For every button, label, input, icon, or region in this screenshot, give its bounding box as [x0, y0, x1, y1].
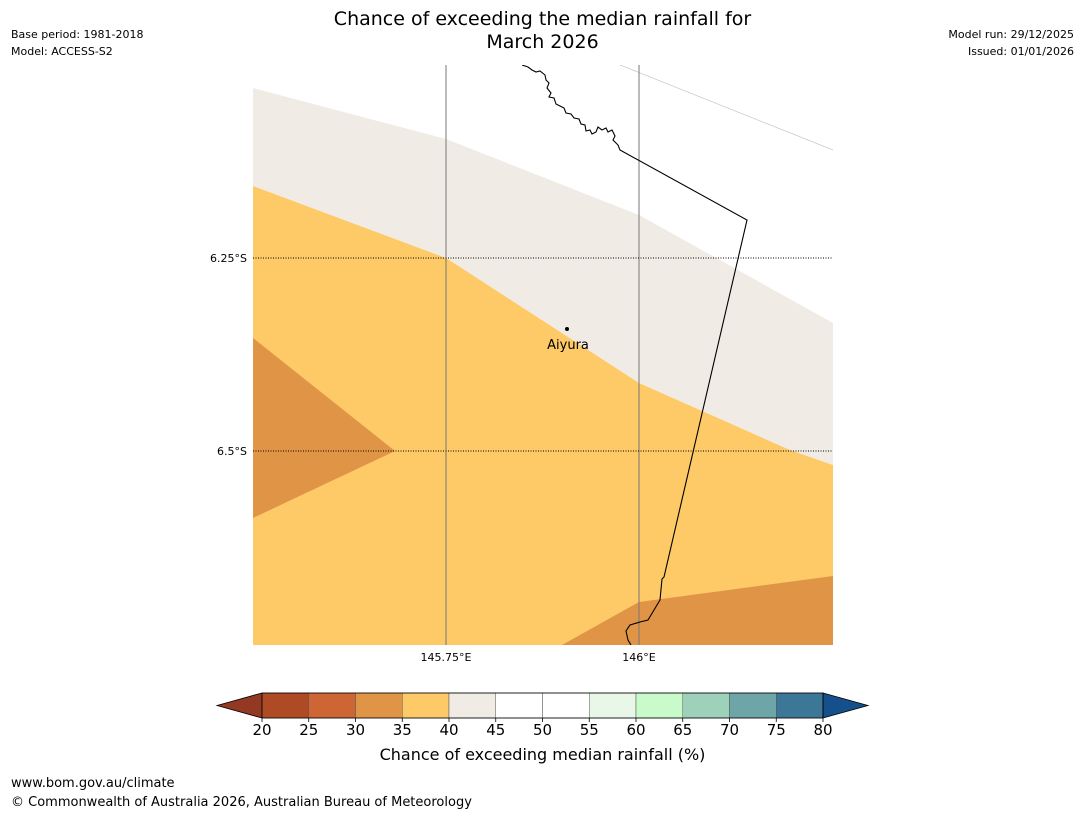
map-panel: Aiyura [253, 65, 833, 645]
colorbar-swatch [682, 692, 730, 719]
region-35-40 [253, 186, 833, 645]
region-30-35-southeast [562, 576, 833, 645]
map-title: Chance of exceeding the median rainfall … [0, 8, 1085, 54]
colorbar-swatch [542, 692, 590, 719]
meta-left: Base period: 1981-2018 Model: ACCESS-S2 [11, 26, 143, 60]
lon-label-146: 146°E [622, 651, 655, 664]
colorbar-swatch [308, 692, 356, 719]
colorbar-tick-label: 50 [533, 721, 552, 739]
footer: www.bom.gov.au/climate © Commonwealth of… [11, 774, 472, 812]
colorbar-tick-label: 35 [393, 721, 412, 739]
colorbar-tick-label: 20 [252, 721, 271, 739]
colorbar-tick-label: 40 [439, 721, 458, 739]
colorbar-tick-label: 30 [346, 721, 365, 739]
colorbar-swatch [402, 692, 450, 719]
colorbar-tick-label: 75 [767, 721, 786, 739]
colorbar-swatch [635, 692, 683, 719]
colorbar-swatch [776, 692, 824, 719]
lat-label-6-5: 6.5°S [217, 445, 247, 458]
colorbar-swatch [495, 692, 543, 719]
lat-label-6-25: 6.25°S [210, 252, 247, 265]
colorbar: 20 25 30 35 40 45 50 55 60 65 70 75 80 [215, 692, 870, 739]
colorbar-swatch [589, 692, 637, 719]
colorbar-tick-label: 25 [299, 721, 318, 739]
colorbar-label: Chance of exceeding median rainfall (%) [379, 745, 706, 764]
model-run: Model run: 29/12/2025 [948, 28, 1074, 41]
place-marker [565, 327, 569, 331]
colorbar-tick-label: 45 [486, 721, 505, 739]
colorbar-under-arrow [215, 692, 263, 719]
lon-label-145-75: 145.75°E [421, 651, 472, 664]
colorbar-group: 20 25 30 35 40 45 50 55 60 65 70 75 80 [215, 692, 870, 739]
border-line [521, 65, 748, 645]
forecast-map: Aiyura 6.25°S 6.5°S 145.75°E 146°E [210, 65, 833, 664]
colorbar-swatch [261, 692, 309, 719]
model-name: Model: ACCESS-S2 [11, 45, 113, 58]
colorbar-swatch [729, 692, 777, 719]
colorbar-swatch [355, 692, 403, 719]
title-line-1: Chance of exceeding the median rainfall … [333, 8, 752, 30]
title-line-2: March 2026 [486, 31, 599, 53]
colorbar-over-arrow [822, 692, 870, 719]
meta-right: Model run: 29/12/2025 Issued: 01/01/2026 [948, 26, 1074, 60]
region-40-45 [253, 88, 833, 465]
footer-url: www.bom.gov.au/climate [11, 776, 175, 791]
colorbar-tick-label: 80 [813, 721, 832, 739]
footer-copyright: © Commonwealth of Australia 2026, Austra… [11, 795, 472, 810]
colorbar-tick-label: 65 [673, 721, 692, 739]
colorbar-tick-label: 70 [720, 721, 739, 739]
base-period: Base period: 1981-2018 [11, 28, 144, 41]
region-30-35-west [253, 338, 395, 518]
place-label: Aiyura [547, 338, 589, 353]
colorbar-swatch [448, 692, 496, 719]
issued-date: Issued: 01/01/2026 [967, 45, 1074, 58]
colorbar-tick-label: 60 [626, 721, 645, 739]
contour-line [619, 65, 833, 151]
colorbar-tick-label: 55 [580, 721, 599, 739]
